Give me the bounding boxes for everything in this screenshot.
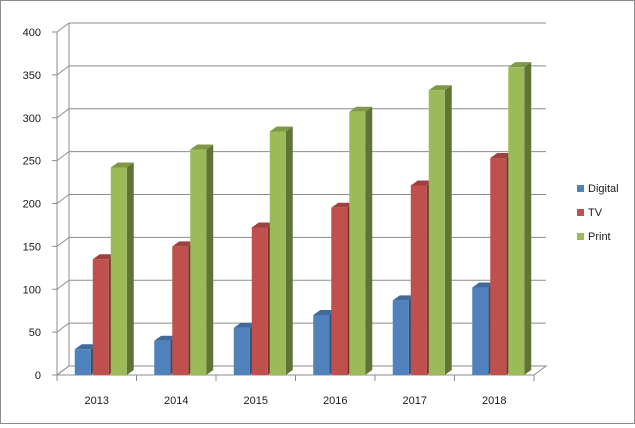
legend: Digital TV Print — [577, 183, 619, 243]
y-tick-label: 350 — [23, 70, 41, 82]
x-tick-label: 2016 — [323, 395, 347, 407]
gridline-depth — [56, 194, 70, 204]
gridline-depth — [56, 322, 70, 333]
y-axis: 0 50 100 150 200 250 300 350 400 — [23, 27, 57, 382]
y-tick-label: 0 — [35, 370, 41, 382]
bar-print-2015 — [269, 126, 293, 375]
legend-swatch-digital — [577, 185, 584, 192]
bar-print-2013 — [110, 162, 134, 375]
legend-label-print: Print — [588, 231, 611, 243]
x-axis: 2013 2014 2015 2016 2017 2018 — [56, 375, 535, 407]
y-tick-label: 200 — [23, 199, 41, 211]
gridline-depth — [56, 151, 70, 162]
y-tick-label: 150 — [23, 241, 41, 253]
legend-swatch-tv — [577, 209, 584, 216]
bars — [74, 62, 532, 375]
legend-swatch-print — [577, 233, 584, 240]
x-tick-label: 2015 — [244, 395, 268, 407]
gridline-depth — [56, 65, 70, 76]
gridline-depth — [56, 108, 70, 119]
bar-print-2014 — [190, 144, 214, 375]
x-tick-label: 2013 — [85, 395, 109, 407]
legend-label-digital: Digital — [588, 183, 619, 195]
y-tick-label: 50 — [29, 327, 41, 339]
gridline-depth — [56, 365, 70, 376]
y-tick-label: 300 — [23, 113, 41, 125]
y-tick-label: 400 — [23, 27, 41, 39]
gridline-depth — [56, 236, 70, 247]
y-tick-label: 100 — [23, 284, 41, 296]
bar-print-2017 — [428, 85, 452, 375]
gridlines — [56, 22, 546, 376]
gridline-depth — [56, 279, 70, 290]
x-tick-label: 2017 — [403, 395, 427, 407]
bar-print-2018 — [508, 62, 532, 375]
legend-label-tv: TV — [588, 207, 603, 219]
gridline-depth — [56, 22, 70, 33]
y-tick-label: 250 — [23, 156, 41, 168]
bar-print-2016 — [349, 106, 373, 375]
x-tick-label: 2018 — [482, 395, 506, 407]
x-tick-label: 2014 — [164, 395, 188, 407]
